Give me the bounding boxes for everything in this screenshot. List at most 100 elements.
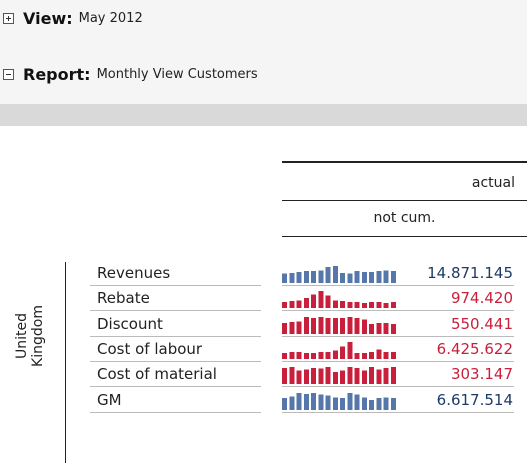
sparkline-bar xyxy=(354,352,360,359)
sparkline-bar xyxy=(383,270,389,283)
report-table: actual not cum. United Kingdom Revenues 1… xyxy=(0,126,527,473)
sparkline-bar xyxy=(361,396,367,410)
sparkline-bar xyxy=(318,316,324,334)
sparkline-chart xyxy=(282,291,396,309)
report-value: Monthly View Customers xyxy=(96,66,258,82)
sparkline-bar xyxy=(376,271,382,283)
sparkline-bar xyxy=(311,317,317,334)
sparkline-bar xyxy=(340,397,346,410)
view-section-header[interactable]: View: May 2012 xyxy=(0,3,527,33)
row-value: 303.147 xyxy=(450,365,513,384)
table-row[interactable]: Cost of labour 6.425.622 xyxy=(0,337,527,362)
row-label: Cost of labour xyxy=(97,339,203,358)
sparkline-bar xyxy=(289,367,295,385)
sparkline-bar xyxy=(376,397,382,410)
expand-plus-icon[interactable] xyxy=(3,12,14,24)
header-rule-top xyxy=(282,161,527,163)
sparkline-bar xyxy=(340,346,346,359)
header-rule-bottom xyxy=(282,236,527,237)
sparkline-bar xyxy=(376,302,382,309)
row-divider xyxy=(282,285,514,286)
row-divider xyxy=(90,411,261,413)
sparkline-bar xyxy=(340,301,346,309)
sparkline-bar xyxy=(361,319,367,334)
sparkline-bar xyxy=(282,302,288,309)
sparkline-bar xyxy=(354,368,360,385)
sparkline-chart xyxy=(282,316,396,334)
sparkline-bar xyxy=(390,323,396,334)
row-label: GM xyxy=(97,390,122,409)
table-row[interactable]: Rebate 974.420 xyxy=(0,286,527,312)
row-divider xyxy=(90,386,261,388)
table-row[interactable]: Cost of material 303.147 xyxy=(0,362,527,388)
row-dimension-line xyxy=(65,262,66,463)
sparkline-bar xyxy=(289,272,295,283)
sparkline-bar xyxy=(296,370,302,385)
sparkline-bar xyxy=(369,367,375,385)
view-value: May 2012 xyxy=(78,10,143,26)
row-divider xyxy=(90,360,261,362)
sparkline-bar xyxy=(390,352,396,359)
sparkline-bar xyxy=(332,300,338,309)
sparkline-bar xyxy=(311,294,317,309)
sparkline-bar xyxy=(383,352,389,359)
sparkline-bar xyxy=(325,395,331,410)
row-divider xyxy=(282,360,514,362)
row-divider xyxy=(282,411,514,413)
sparkline-bar xyxy=(383,322,389,334)
sparkline-bar xyxy=(332,372,338,385)
sparkline-bar xyxy=(383,303,389,309)
sparkline-bar xyxy=(383,396,389,410)
sparkline-bar xyxy=(383,368,389,385)
sparkline-bar xyxy=(296,300,302,309)
table-row[interactable]: Discount 550.441 xyxy=(0,312,527,337)
sparkline-bar xyxy=(282,322,288,334)
collapse-minus-icon[interactable] xyxy=(3,68,14,80)
row-label: Rebate xyxy=(97,289,150,308)
sparkline-bar xyxy=(325,352,331,359)
sparkline-bar xyxy=(361,303,367,309)
sparkline-bar xyxy=(311,392,317,410)
row-divider xyxy=(282,335,514,337)
sparkline-bar xyxy=(369,271,375,283)
table-row[interactable]: GM 6.617.514 xyxy=(0,388,527,413)
sparkline-bar xyxy=(390,302,396,309)
row-label: Revenues xyxy=(97,264,171,282)
sparkline-chart xyxy=(282,367,396,385)
sparkline-bar xyxy=(296,392,302,410)
sparkline-bar xyxy=(354,317,360,334)
sparkline-bar xyxy=(347,341,353,359)
sparkline-bar xyxy=(303,298,309,309)
sparkline-bar xyxy=(354,271,360,283)
sparkline-bar xyxy=(282,397,288,410)
report-label: Report: xyxy=(23,64,91,84)
sparkline-bar xyxy=(325,367,331,385)
sparkline-bar xyxy=(318,270,324,283)
row-divider xyxy=(90,310,261,312)
sparkline-bar xyxy=(311,352,317,359)
sparkline-bar xyxy=(361,352,367,359)
sparkline-bar xyxy=(347,273,353,283)
sparkline-bar xyxy=(296,271,302,283)
sparkline-bar xyxy=(390,271,396,283)
table-row[interactable]: Revenues 14.871.145 xyxy=(0,261,527,286)
sparkline-chart xyxy=(282,392,396,410)
sparkline-bar xyxy=(303,352,309,359)
sparkline-bar xyxy=(296,320,302,334)
sparkline-bar xyxy=(361,271,367,283)
sparkline-bar xyxy=(340,317,346,334)
row-label: Cost of material xyxy=(97,365,217,384)
sparkline-bar xyxy=(376,349,382,359)
sparkline-bar xyxy=(376,369,382,385)
report-section-header[interactable]: Report: Monthly View Customers xyxy=(0,59,527,89)
view-label: View: xyxy=(23,8,73,28)
sparkline-bar xyxy=(369,323,375,334)
row-value: 6.425.622 xyxy=(436,339,513,358)
toolbar-strip xyxy=(0,104,527,126)
sparkline-bar xyxy=(318,291,324,309)
sparkline-bar xyxy=(318,352,324,359)
sparkline-bar xyxy=(347,302,353,309)
sparkline-bar xyxy=(369,399,375,410)
row-divider xyxy=(90,285,261,286)
sparkline-bar xyxy=(347,367,353,385)
